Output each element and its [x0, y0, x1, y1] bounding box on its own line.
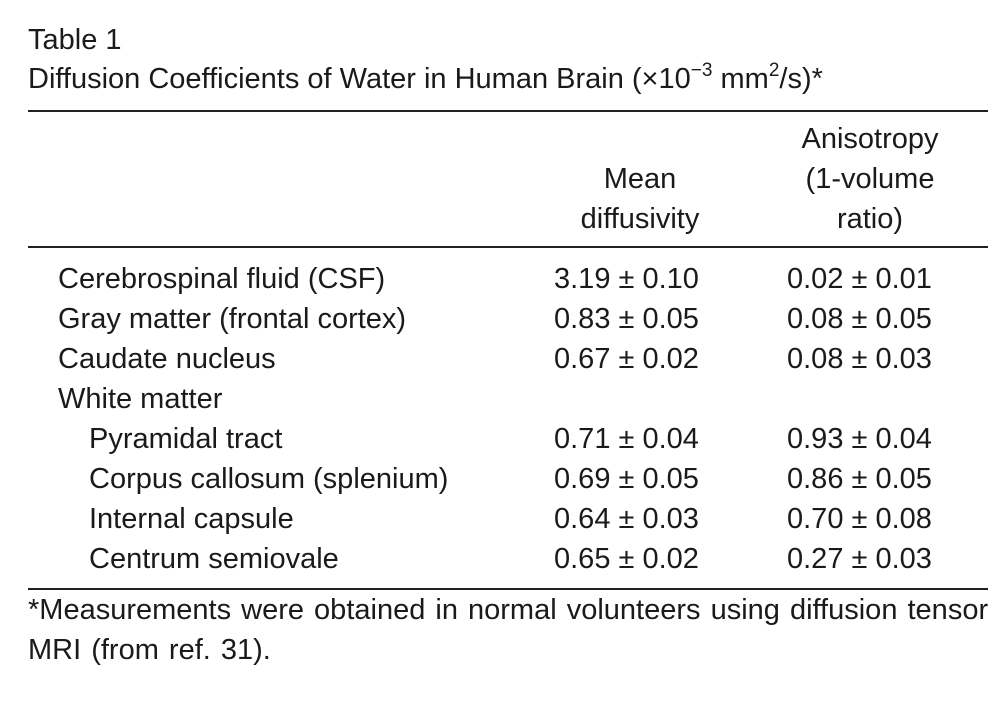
mean-diffusivity-value: 0.67 ± 0.02: [554, 343, 699, 375]
column-header-anisotropy-line3: ratio): [836, 203, 904, 235]
row-label: Gray matter (frontal cortex): [58, 303, 407, 335]
column-header-mean-line2: diffusivity: [580, 203, 700, 235]
table-title: Diffusion Coefficients of Water in Human…: [28, 60, 823, 98]
anisotropy-value: 0.86 ± 0.05: [787, 463, 932, 495]
row-label: Pyramidal tract: [89, 423, 283, 455]
mean-diffusivity-value: 0.64 ± 0.03: [554, 503, 699, 535]
column-header-anisotropy: Anisotropy (1-volume ratio): [780, 119, 960, 239]
table-row: Caudate nucleus 0.67 ± 0.02 0.08 ± 0.03: [0, 339, 992, 379]
anisotropy-value: 0.02 ± 0.01: [787, 263, 932, 295]
anisotropy-value: 0.08 ± 0.05: [787, 303, 932, 335]
mean-diffusivity-value: 3.19 ± 0.10: [554, 263, 699, 295]
table-title-exponent: −3: [690, 60, 713, 82]
mean-diffusivity-value: 0.71 ± 0.04: [554, 423, 699, 455]
table-footnote: *Measurements were obtained in normal vo…: [28, 594, 989, 666]
table-row: Pyramidal tract 0.71 ± 0.04 0.93 ± 0.04: [0, 419, 992, 459]
bottom-rule: [28, 588, 988, 590]
row-group-label: White matter: [58, 383, 223, 415]
column-header-mean-diffusivity: Mean diffusivity: [560, 159, 720, 239]
row-label: Cerebrospinal fluid (CSF): [58, 263, 386, 295]
table-title-unit: mm: [712, 63, 769, 95]
header-rule: [28, 246, 988, 248]
row-label: Caudate nucleus: [58, 343, 276, 375]
mean-diffusivity-value: 0.69 ± 0.05: [554, 463, 699, 495]
mean-diffusivity-value: 0.83 ± 0.05: [554, 303, 699, 335]
table-row: Corpus callosum (splenium) 0.69 ± 0.05 0…: [0, 459, 992, 499]
column-header-mean-line1: Mean: [603, 163, 677, 195]
column-header-anisotropy-line2: (1-volume: [805, 163, 935, 195]
column-header-anisotropy-line1: Anisotropy: [801, 123, 939, 155]
anisotropy-value: 0.93 ± 0.04: [787, 423, 932, 455]
anisotropy-value: 0.70 ± 0.08: [787, 503, 932, 535]
top-rule: [28, 110, 988, 112]
table-row: Cerebrospinal fluid (CSF) 3.19 ± 0.10 0.…: [0, 259, 992, 299]
table-label: Table 1: [28, 24, 122, 56]
table-row: Internal capsule 0.64 ± 0.03 0.70 ± 0.08: [0, 499, 992, 539]
table-row: Gray matter (frontal cortex) 0.83 ± 0.05…: [0, 299, 992, 339]
row-label: Internal capsule: [89, 503, 294, 535]
table-title-main: Diffusion Coefficients of Water in Human…: [28, 63, 691, 95]
table-row-group-heading: White matter: [0, 379, 992, 419]
row-label: Corpus callosum (splenium): [89, 463, 449, 495]
anisotropy-value: 0.27 ± 0.03: [787, 543, 932, 575]
table-row: Centrum semiovale 0.65 ± 0.02 0.27 ± 0.0…: [0, 539, 992, 579]
anisotropy-value: 0.08 ± 0.03: [787, 343, 932, 375]
mean-diffusivity-value: 0.65 ± 0.02: [554, 543, 699, 575]
table-title-unit-tail: /s)*: [779, 63, 823, 95]
row-label: Centrum semiovale: [89, 543, 339, 575]
table-title-unit-exponent: 2: [768, 60, 780, 82]
table-body: Cerebrospinal fluid (CSF) 3.19 ± 0.10 0.…: [0, 259, 992, 579]
